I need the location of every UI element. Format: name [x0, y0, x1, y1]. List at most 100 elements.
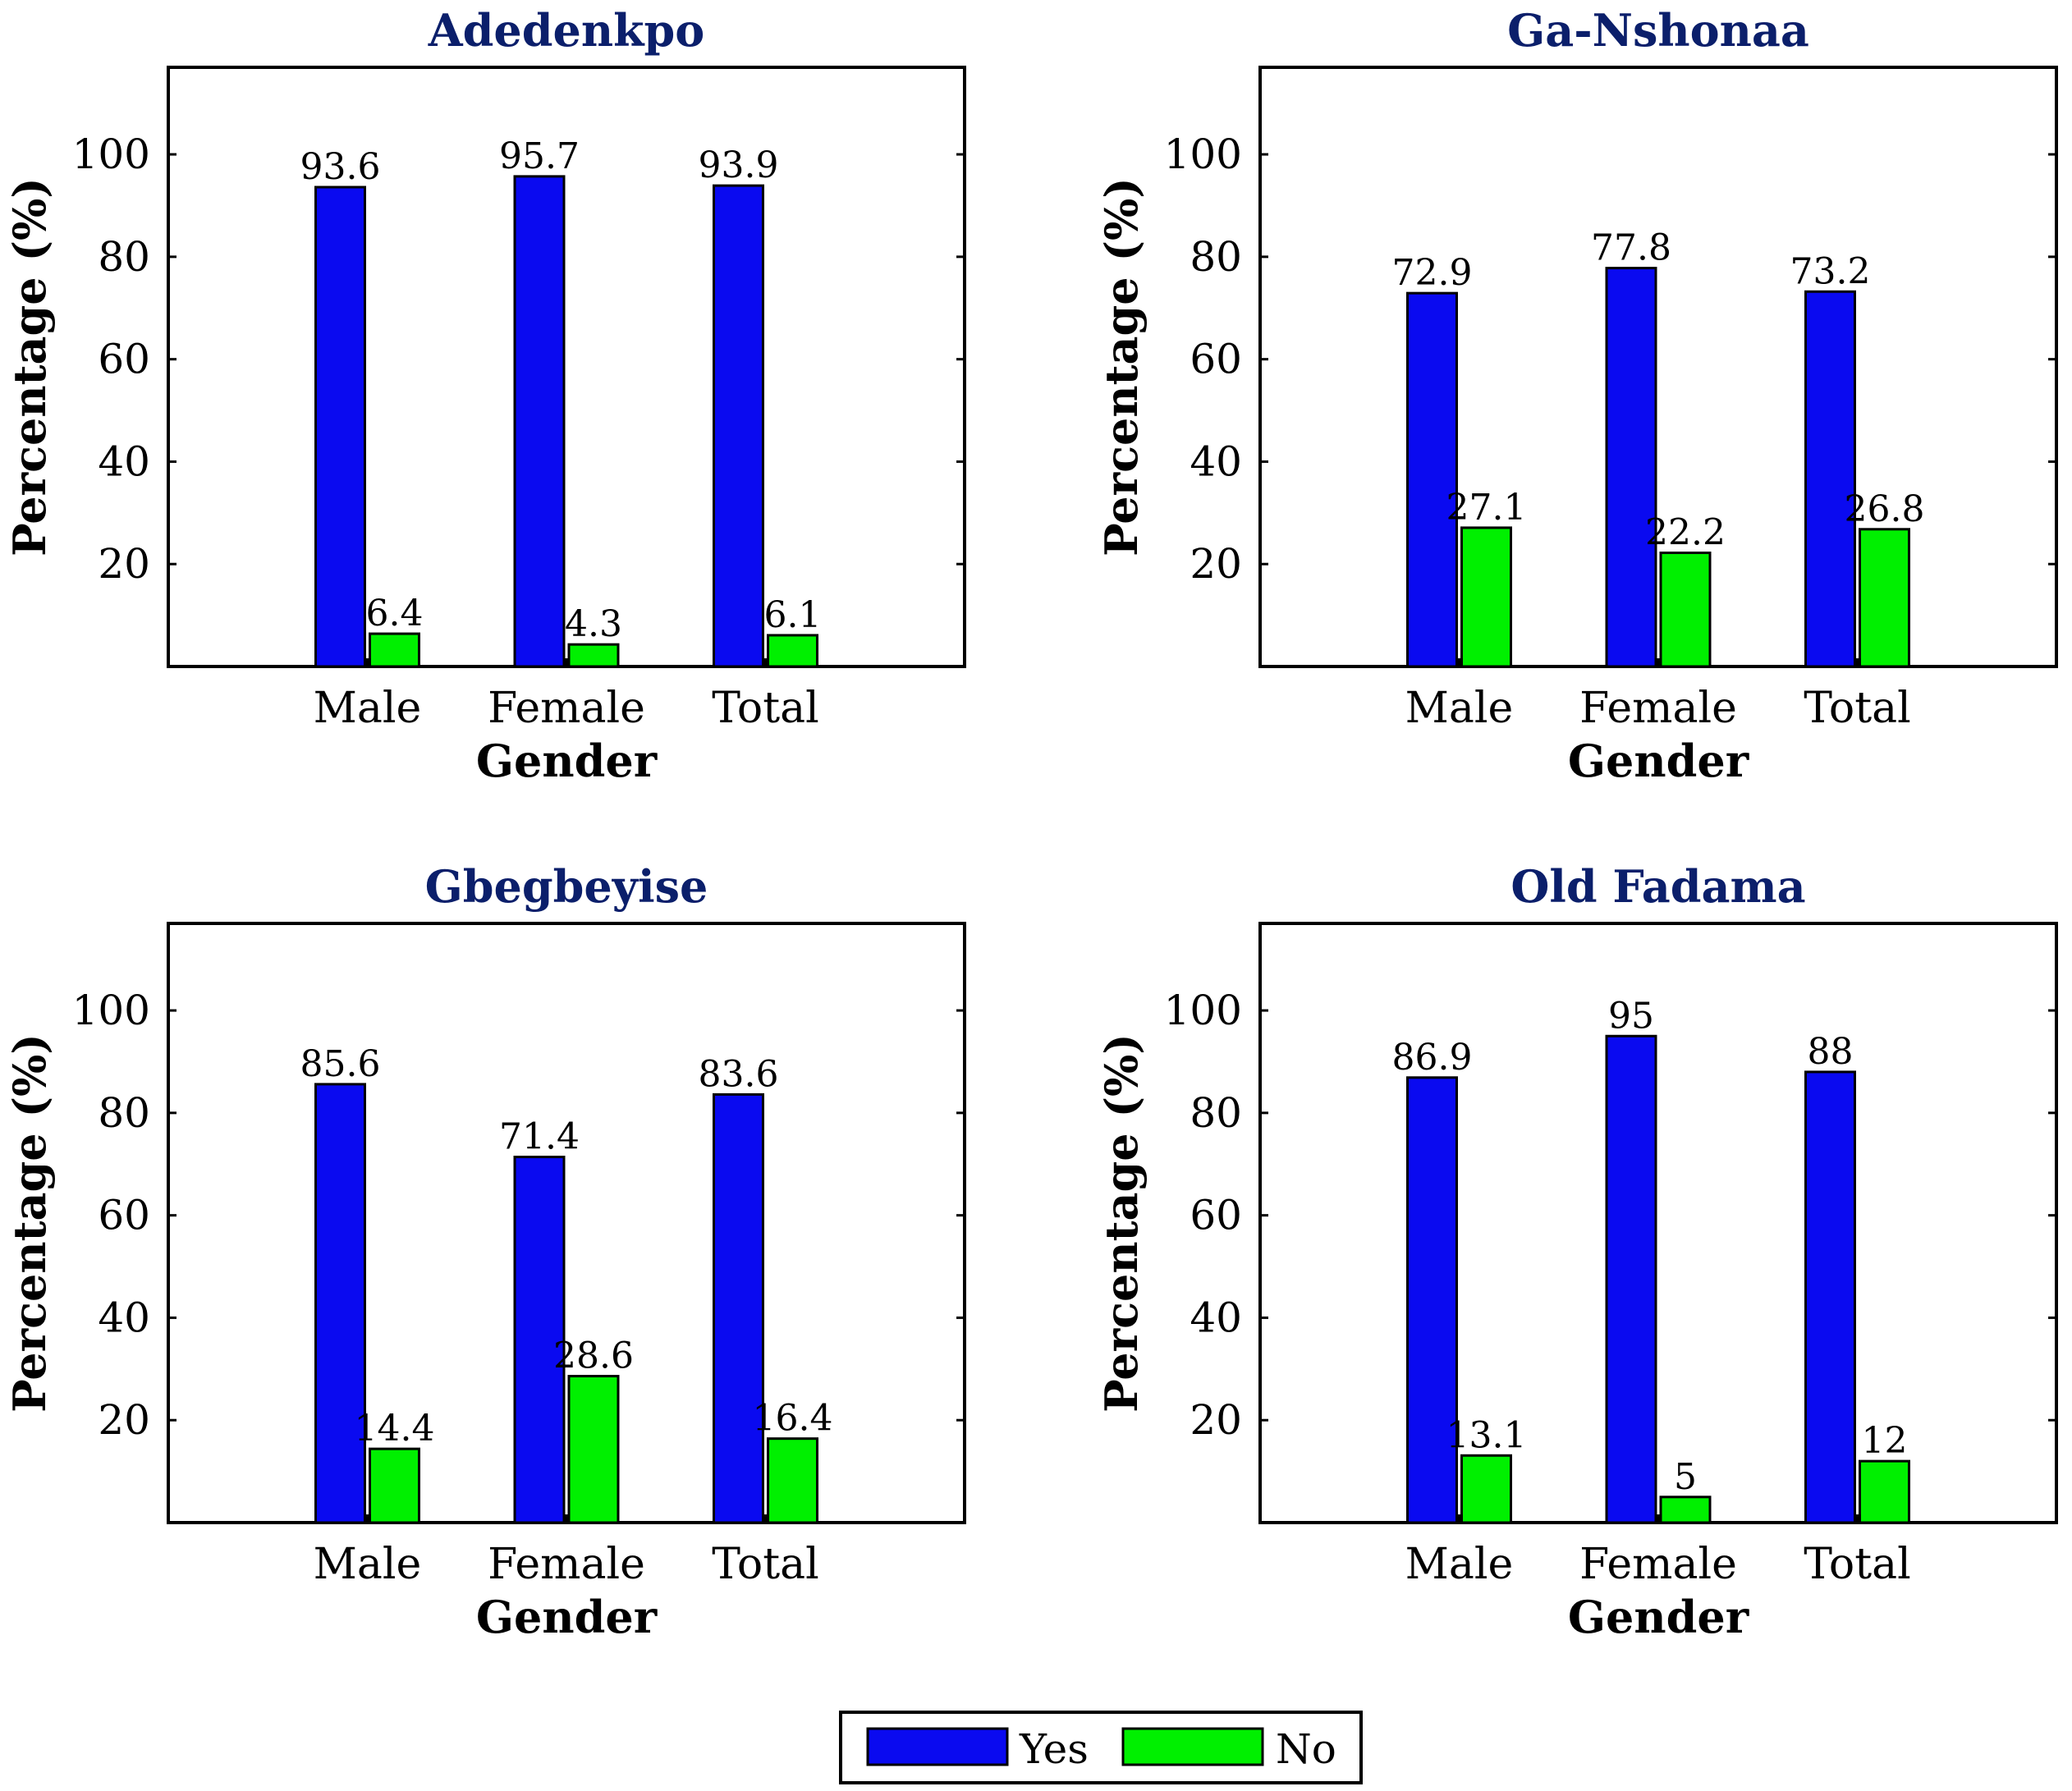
bar-yes-total: [1804, 290, 1856, 668]
data-label-yes: 93.9: [699, 144, 779, 186]
x-tick-label: Total: [712, 1540, 818, 1589]
x-axis-label: Gender: [1568, 735, 1749, 787]
y-tick-label: 80: [1190, 1089, 1242, 1137]
data-label-no: 6.1: [764, 594, 822, 636]
bar-yes-total: [713, 1092, 764, 1524]
x-tick-label: Female: [488, 684, 645, 733]
chart-panel-3: Old Fadama 20 40 60 80 100 Percentage (%) Male 8…: [1095, 860, 2058, 1643]
y-tick-label: 40: [1190, 437, 1242, 485]
y-tick-label: 60: [1190, 336, 1242, 383]
data-label-no: 22.2: [1645, 511, 1726, 553]
bar-no-female: [567, 1375, 620, 1524]
x-tick-label: Total: [1804, 1540, 1910, 1589]
y-tick-label: 100: [1164, 131, 1242, 178]
bar-yes-female: [1605, 267, 1657, 668]
data-label-yes: 83.6: [699, 1053, 779, 1095]
y-tick-label: 20: [98, 1396, 150, 1444]
legend-label-no: No: [1276, 1725, 1336, 1773]
data-label-yes: 71.4: [499, 1116, 580, 1158]
y-axis-label: Percentage (%): [1095, 177, 1148, 557]
x-tick-label: Male: [1405, 684, 1514, 733]
data-label-no: 14.4: [355, 1408, 435, 1450]
chart-panel-2: Gbegbeyise 20 40 60 80 100 Percentage (%) Male 8…: [3, 860, 966, 1643]
x-tick-label: Female: [488, 1540, 645, 1589]
axes-frame: [167, 922, 966, 1524]
data-label-no: 5: [1674, 1456, 1697, 1498]
x-tick-label: Female: [1579, 1540, 1737, 1589]
bar-yes-female: [513, 1156, 566, 1524]
bar-yes-total: [1804, 1070, 1856, 1524]
y-tick-label: 80: [1190, 233, 1242, 281]
y-tick-label: 100: [72, 131, 150, 178]
chart-panel-0: Adedenkpo 20 40 60 80 100 Percentage (%) Male 93…: [3, 4, 966, 787]
x-axis-label: Gender: [1568, 1591, 1749, 1643]
bar-no-female: [1659, 1496, 1712, 1524]
bar-no-total: [767, 1437, 818, 1524]
data-label-no: 13.1: [1446, 1414, 1527, 1456]
data-label-yes: 95: [1608, 995, 1654, 1037]
y-tick-label: 40: [98, 1294, 150, 1341]
data-label-no: 16.4: [753, 1398, 833, 1440]
bar-yes-male: [314, 1083, 366, 1524]
x-tick-label: Female: [1579, 684, 1737, 733]
x-tick-label: Male: [314, 684, 422, 733]
bar-yes-total: [713, 184, 764, 668]
y-axis-label: Percentage (%): [3, 177, 56, 557]
y-tick-label: 80: [98, 1089, 150, 1137]
bar-no-total: [1859, 1459, 1910, 1524]
bar-no-total: [1859, 528, 1910, 668]
data-label-yes: 77.8: [1591, 227, 1671, 269]
legend-swatch-no: [1121, 1727, 1264, 1766]
bar-no-total: [767, 634, 818, 668]
data-label-yes: 85.6: [300, 1043, 381, 1085]
chart-title: Ga-Nshonaa: [1507, 4, 1809, 57]
y-tick-label: 60: [98, 1192, 150, 1239]
axes-frame: [1258, 66, 2058, 668]
bar-yes-male: [1406, 1076, 1458, 1524]
y-tick-label: 60: [98, 336, 150, 383]
y-axis-label: Percentage (%): [3, 1033, 56, 1413]
bar-yes-female: [513, 175, 566, 668]
y-tick-label: 100: [1164, 987, 1242, 1034]
y-tick-label: 20: [98, 540, 150, 588]
bar-no-male: [369, 632, 420, 668]
chart-title: Old Fadama: [1510, 860, 1805, 913]
bar-yes-male: [314, 186, 366, 668]
legend: Yes No: [839, 1711, 1363, 1784]
x-tick-label: Male: [314, 1540, 422, 1589]
data-label-no: 12: [1862, 1420, 1908, 1462]
x-tick-label: Male: [1405, 1540, 1514, 1589]
data-label-yes: 73.2: [1790, 250, 1871, 292]
x-axis-label: Gender: [476, 1591, 658, 1643]
y-tick-label: 40: [98, 437, 150, 485]
data-label-yes: 95.7: [499, 135, 580, 177]
data-label-no: 28.6: [553, 1335, 634, 1377]
data-label-no: 4.3: [565, 603, 622, 645]
bar-no-male: [1460, 1454, 1512, 1524]
chart-panel-1: Ga-Nshonaa 20 40 60 80 100 Percentage (%) Male 7…: [1095, 4, 2058, 787]
x-axis-label: Gender: [476, 735, 658, 787]
y-tick-label: 100: [72, 987, 150, 1034]
data-label-no: 26.8: [1845, 488, 1925, 530]
data-label-yes: 86.9: [1392, 1037, 1473, 1079]
data-label-yes: 72.9: [1392, 252, 1473, 294]
legend-label-yes: Yes: [1019, 1725, 1089, 1773]
bar-yes-female: [1605, 1034, 1657, 1524]
x-tick-label: Total: [1804, 684, 1910, 733]
y-axis-label: Percentage (%): [1095, 1033, 1148, 1413]
axes-frame: [1258, 922, 2058, 1524]
chart-title: Adedenkpo: [428, 4, 705, 57]
bar-no-female: [567, 643, 620, 668]
data-label-yes: 88: [1808, 1031, 1854, 1073]
y-tick-label: 20: [1190, 1396, 1242, 1444]
bar-no-male: [1460, 526, 1512, 668]
y-tick-label: 20: [1190, 540, 1242, 588]
bar-no-female: [1659, 551, 1712, 668]
x-tick-label: Total: [712, 684, 818, 733]
bar-yes-male: [1406, 291, 1458, 668]
data-label-no: 27.1: [1446, 487, 1527, 529]
legend-swatch-yes: [866, 1727, 1009, 1766]
y-tick-label: 40: [1190, 1294, 1242, 1341]
chart-title: Gbegbeyise: [425, 860, 708, 913]
